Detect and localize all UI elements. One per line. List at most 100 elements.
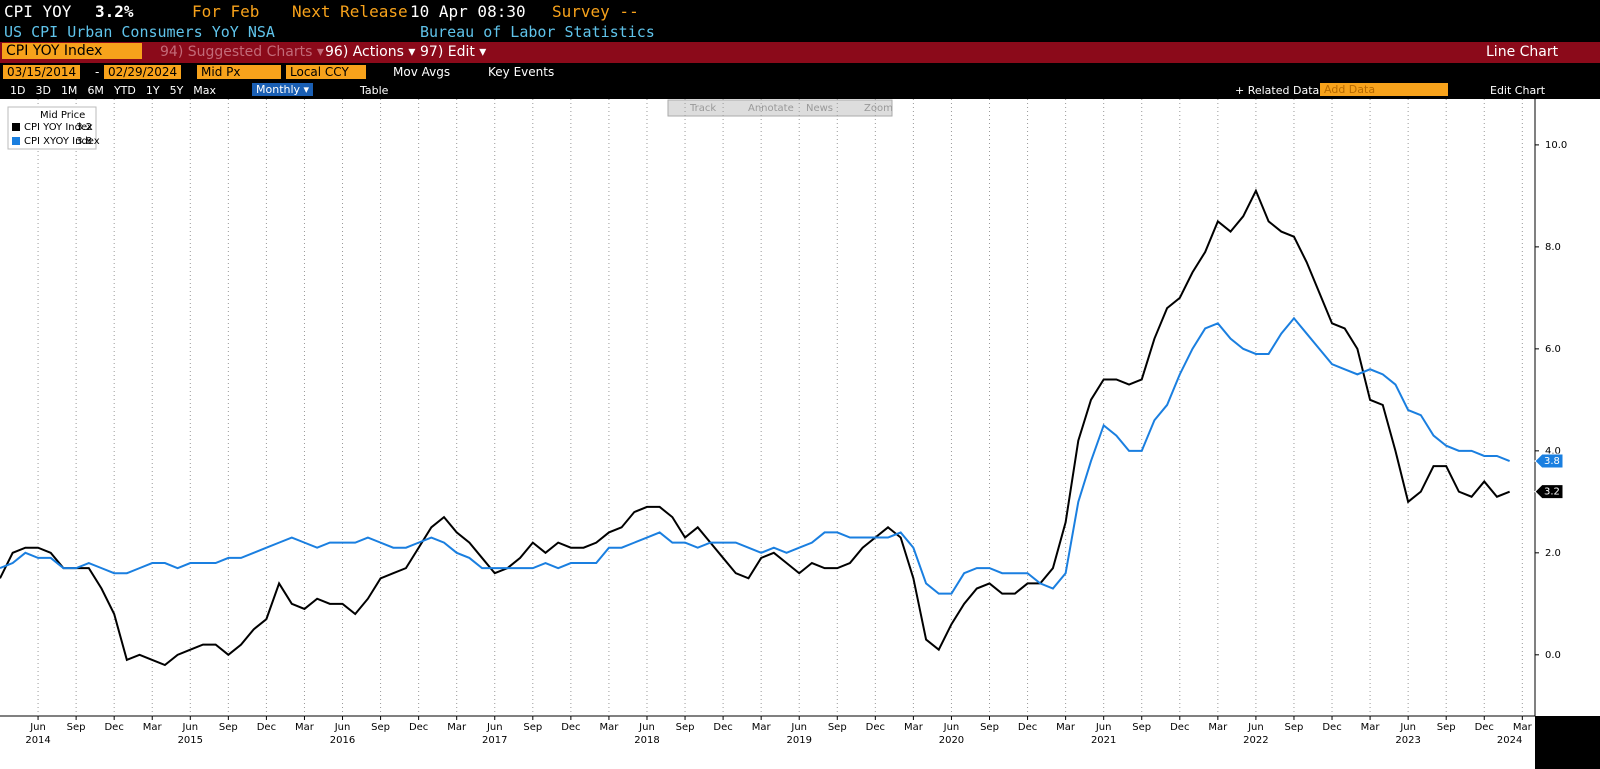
x-tick-label: Dec (866, 722, 885, 733)
x-tick-label: Mar (1361, 722, 1381, 733)
x-tick-label: Jun (486, 722, 503, 733)
currency[interactable]: Local CCY (286, 65, 366, 79)
edit-menu[interactable]: 97) Edit ▾ (420, 44, 487, 60)
x-tick-label: Dec (561, 722, 580, 733)
edit-chart[interactable]: Edit Chart (1490, 84, 1546, 97)
x-tick-label: Sep (1285, 722, 1304, 733)
x-tick-label: Jun (29, 722, 46, 733)
chart: Track Annotate News Zoom Mid Price CPI YOY … (0, 99, 1600, 769)
key-events[interactable]: Key Events (488, 65, 555, 79)
year-label: 2020 (939, 735, 964, 746)
year-label: 2015 (178, 735, 203, 746)
x-tick-label: Dec (1018, 722, 1037, 733)
field[interactable]: Mid Px (197, 65, 281, 79)
period-button[interactable]: 6M (87, 84, 104, 97)
series-line (0, 316, 1511, 595)
period-button[interactable]: Max (193, 84, 217, 97)
x-tick-label: Jun (943, 722, 960, 733)
x-tick-label: Mar (904, 722, 924, 733)
x-tick-label: Dec (1170, 722, 1189, 733)
legend-name: CPI XYOY Index (24, 136, 100, 147)
ticker: CPI YOY (4, 2, 72, 21)
x-tick-label: Jun (181, 722, 198, 733)
legend-title: Mid Price (40, 110, 85, 121)
settings-row: 03/15/2014 - 02/29/2024 Mid Px Local CCY… (0, 63, 1600, 83)
tool-button: Zoom (864, 103, 893, 114)
x-tick-label: Mar (1208, 722, 1228, 733)
security-input[interactable]: CPI YOY Index (2, 43, 142, 59)
period-button[interactable]: 1Y (145, 84, 160, 97)
x-tick-label: Mar (599, 722, 619, 733)
year-label: 2014 (25, 735, 50, 746)
x-tick-label: Dec (409, 722, 428, 733)
start-date[interactable]: 03/15/2014 (3, 65, 81, 79)
legend-name: CPI YOY Index (24, 122, 93, 133)
period: For Feb (192, 2, 260, 21)
last-value-label: 3.8 (1544, 456, 1560, 467)
tool-button: Track (689, 103, 716, 114)
legend-box (7, 106, 97, 150)
next-release-label: Next Release (292, 2, 408, 21)
x-tick-label: Mar (295, 722, 315, 733)
description-row: US CPI Urban Consumers YoY NSA Bureau of… (0, 22, 1600, 42)
x-tick-label: Jun (334, 722, 351, 733)
series-line (0, 188, 1511, 667)
period-button[interactable]: 3D (35, 84, 51, 97)
x-tick-label: Sep (676, 722, 695, 733)
x-axis-area (0, 716, 1535, 769)
y-tick-label: 6.0 (1545, 344, 1561, 355)
last-value-tag (1534, 484, 1564, 500)
suggested-menu[interactable]: 94) Suggested Charts ▾ (160, 44, 324, 60)
year-label: 2023 (1395, 735, 1420, 746)
end-date[interactable]: 02/29/2024 (104, 65, 182, 79)
x-tick-label: Sep (523, 722, 542, 733)
add-data[interactable]: Add Data (1320, 83, 1448, 96)
tools-bg (667, 99, 893, 117)
related-data[interactable]: + Related Data (1235, 84, 1320, 97)
x-tick-label: Sep (980, 722, 999, 733)
year-label: 2021 (1091, 735, 1116, 746)
table-button[interactable]: Table (360, 84, 389, 97)
x-tick-label: Jun (1399, 722, 1416, 733)
x-tick-label: Dec (257, 722, 276, 733)
series (0, 188, 1511, 667)
x-tick-label: Dec (713, 722, 732, 733)
last-value-label: 3.2 (1544, 487, 1560, 498)
year-label: 2016 (330, 735, 355, 746)
legend-swatch (12, 137, 20, 145)
ticker-row: CPI YOY 3.2% For Feb Next Release 10 Apr… (0, 0, 1600, 22)
chart-type[interactable]: Line Chart (1486, 44, 1559, 60)
x-tick-label: Dec (104, 722, 123, 733)
period-button[interactable]: 1D (10, 84, 26, 97)
tool-button: News (806, 103, 833, 114)
chart-tools: Track Annotate News Zoom (667, 99, 893, 117)
x-tick-label: Mar (447, 722, 467, 733)
menu-bar: CPI YOY Index 94) Suggested Charts ▾ 96)… (0, 42, 1600, 63)
x-tick-label: Mar (1056, 722, 1076, 733)
frequency[interactable]: Monthly ▾ (252, 83, 314, 96)
period-button[interactable]: 1M (60, 84, 78, 97)
period-button[interactable]: 5Y (169, 84, 184, 97)
y-tick-label: 0.0 (1545, 650, 1561, 661)
plot-area (0, 99, 1535, 716)
year-label: 2019 (786, 735, 811, 746)
x-tick-label: Sep (828, 722, 847, 733)
x-tick-label: Jun (1247, 722, 1264, 733)
year-label: 2017 (482, 735, 507, 746)
x-tick-label: Dec (1322, 722, 1341, 733)
y-tick-label: 10.0 (1545, 140, 1567, 151)
x-tick-label: Jun (790, 722, 807, 733)
y-tick-label: 4.0 (1545, 446, 1561, 457)
tool-button: Annotate (748, 103, 794, 114)
mov-avgs[interactable]: Mov Avgs (393, 65, 451, 79)
x-tick-label: Sep (371, 722, 390, 733)
actions-menu[interactable]: 96) Actions ▾ (325, 44, 416, 60)
x-tick-label: Jun (638, 722, 655, 733)
y-tick-label: 8.0 (1545, 242, 1561, 253)
period-button[interactable]: YTD (113, 84, 136, 97)
axis-area (1535, 99, 1600, 716)
x-tick-label: Mar (752, 722, 772, 733)
legend-value: 3.2 (76, 122, 92, 133)
year-label: 2024 (1497, 735, 1522, 746)
